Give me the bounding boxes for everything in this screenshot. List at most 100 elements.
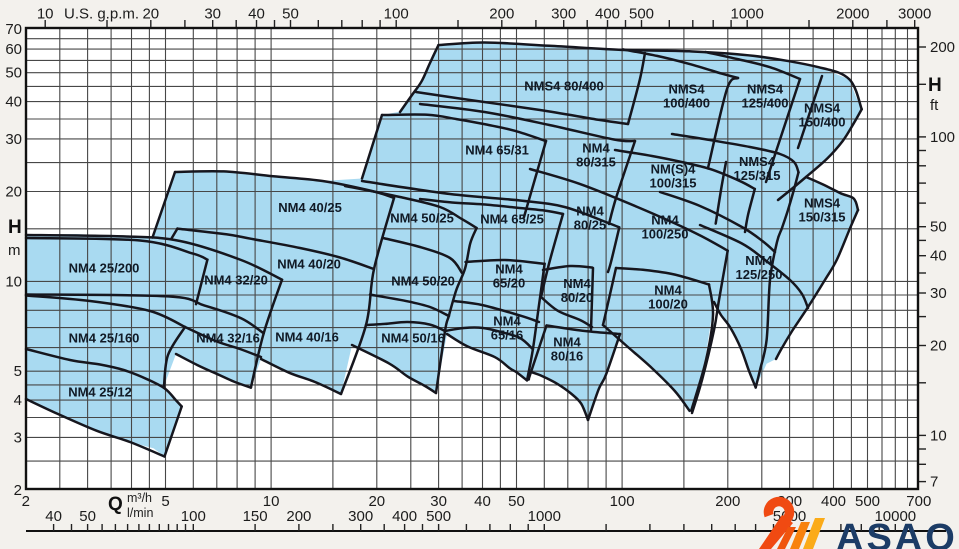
svg-text:100: 100 [610, 493, 635, 510]
svg-text:400: 400 [392, 508, 417, 525]
svg-text:500: 500 [426, 508, 451, 525]
svg-text:65/16: 65/16 [491, 328, 524, 343]
svg-text:20: 20 [5, 184, 22, 201]
svg-text:150/315: 150/315 [799, 210, 846, 225]
svg-text:40: 40 [474, 493, 491, 510]
svg-text:NMS4: NMS4 [747, 82, 784, 97]
svg-text:3: 3 [14, 429, 22, 446]
svg-text:10: 10 [37, 6, 54, 23]
svg-text:125/250: 125/250 [736, 267, 783, 282]
svg-text:NMS4: NMS4 [804, 101, 841, 116]
svg-text:100/250: 100/250 [642, 227, 689, 242]
svg-text:10000: 10000 [874, 508, 916, 525]
svg-text:300: 300 [551, 6, 576, 23]
svg-text:NM(S)4: NM(S)4 [651, 162, 697, 177]
svg-text:80/16: 80/16 [551, 349, 584, 364]
svg-text:400: 400 [595, 6, 620, 23]
svg-text:200: 200 [489, 6, 514, 23]
svg-text:NM4 25/200: NM4 25/200 [69, 261, 140, 276]
svg-text:NMS4: NMS4 [739, 154, 776, 169]
svg-text:60: 60 [5, 41, 22, 58]
svg-text:50: 50 [508, 493, 525, 510]
svg-text:30: 30 [430, 493, 447, 510]
svg-text:40: 40 [248, 6, 265, 23]
svg-text:NMS4: NMS4 [804, 196, 841, 211]
svg-text:200: 200 [715, 493, 740, 510]
svg-text:1000: 1000 [731, 6, 764, 23]
svg-text:40: 40 [5, 94, 22, 111]
svg-text:1000: 1000 [528, 508, 561, 525]
svg-text:10: 10 [930, 427, 947, 444]
svg-text:U.S. g.p.m.: U.S. g.p.m. [64, 6, 139, 23]
svg-text:Q: Q [108, 494, 123, 515]
svg-text:NM4: NM4 [651, 213, 679, 228]
svg-text:80/315: 80/315 [576, 155, 616, 170]
svg-text:65/20: 65/20 [493, 276, 526, 291]
svg-text:H: H [8, 217, 22, 238]
svg-text:3000: 3000 [898, 6, 931, 23]
svg-text:200: 200 [286, 508, 311, 525]
svg-text:NM4 32/16: NM4 32/16 [196, 331, 260, 346]
svg-text:NM4: NM4 [745, 253, 773, 268]
svg-text:NM4 32/20: NM4 32/20 [204, 273, 268, 288]
svg-text:NM4 65/25: NM4 65/25 [480, 212, 544, 227]
svg-text:30: 30 [5, 131, 22, 148]
svg-text:NM4: NM4 [493, 314, 521, 329]
svg-text:NM4: NM4 [553, 335, 581, 350]
svg-text:NM4 40/16: NM4 40/16 [275, 330, 339, 345]
svg-text:40: 40 [45, 508, 62, 525]
svg-text:100/315: 100/315 [650, 176, 697, 191]
svg-text:700: 700 [906, 493, 931, 510]
svg-text:l/min: l/min [127, 506, 153, 520]
svg-text:5: 5 [14, 363, 22, 380]
svg-text:125/400: 125/400 [742, 96, 789, 111]
svg-text:50: 50 [79, 508, 96, 525]
svg-text:50: 50 [930, 219, 947, 236]
svg-text:125/315: 125/315 [734, 168, 781, 183]
svg-text:2: 2 [14, 482, 22, 499]
svg-text:2000: 2000 [836, 6, 869, 23]
svg-text:5: 5 [161, 493, 169, 510]
svg-text:150: 150 [243, 508, 268, 525]
svg-text:NM4 65/31: NM4 65/31 [465, 143, 529, 158]
svg-text:100: 100 [384, 6, 409, 23]
svg-text:10: 10 [263, 493, 280, 510]
svg-text:NM4 25/12: NM4 25/12 [68, 385, 132, 400]
svg-text:20: 20 [368, 493, 385, 510]
svg-text:100/400: 100/400 [663, 96, 710, 111]
svg-text:30: 30 [930, 285, 947, 302]
svg-text:NM4: NM4 [495, 262, 523, 277]
svg-text:2: 2 [22, 493, 30, 510]
svg-text:NM4: NM4 [576, 204, 604, 219]
svg-text:50: 50 [282, 6, 299, 23]
svg-text:40: 40 [930, 248, 947, 265]
svg-text:20: 20 [142, 6, 159, 23]
svg-text:NM4 50/20: NM4 50/20 [391, 274, 455, 289]
svg-text:NM4: NM4 [563, 276, 591, 291]
svg-text:100: 100 [181, 508, 206, 525]
svg-text:ft: ft [930, 97, 939, 114]
svg-text:7: 7 [930, 474, 938, 491]
svg-text:NM4: NM4 [654, 283, 682, 298]
svg-text:200: 200 [930, 39, 955, 56]
svg-text:NMS4: NMS4 [668, 82, 705, 97]
svg-text:400: 400 [821, 493, 846, 510]
svg-text:300: 300 [348, 508, 373, 525]
svg-text:500: 500 [855, 493, 880, 510]
svg-text:80/20: 80/20 [561, 290, 594, 305]
svg-text:NM4 50/25: NM4 50/25 [390, 211, 454, 226]
svg-text:500: 500 [629, 6, 654, 23]
svg-text:NM4: NM4 [582, 141, 610, 156]
svg-text:10: 10 [5, 273, 22, 290]
svg-text:100/20: 100/20 [648, 297, 688, 312]
svg-text:20: 20 [930, 338, 947, 355]
svg-text:NM4 40/20: NM4 40/20 [277, 257, 341, 272]
svg-text:50: 50 [5, 65, 22, 82]
svg-text:150/400: 150/400 [799, 115, 846, 130]
svg-text:m³/h: m³/h [127, 491, 152, 505]
svg-text:H: H [928, 75, 942, 96]
svg-text:NM4 50/16: NM4 50/16 [381, 331, 445, 346]
svg-text:NM4 25/160: NM4 25/160 [69, 331, 140, 346]
svg-text:30: 30 [204, 6, 221, 23]
svg-text:NMS4 80/400: NMS4 80/400 [524, 79, 604, 94]
